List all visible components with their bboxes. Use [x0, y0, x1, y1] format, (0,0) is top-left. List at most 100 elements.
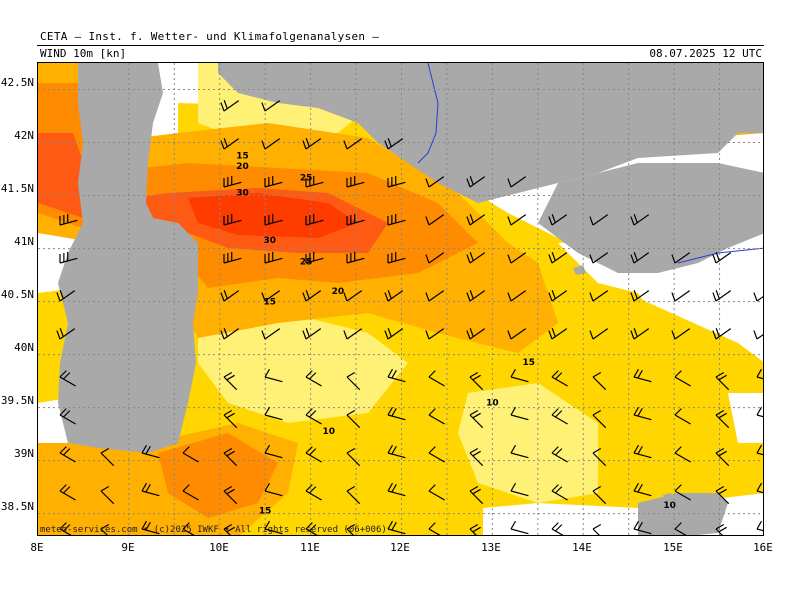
wind-barb-feather: [391, 483, 397, 493]
wind-barb-shaft: [715, 376, 730, 391]
wind-barb: [59, 370, 76, 387]
wind-barb-shaft: [223, 290, 240, 302]
wind-barb-shaft: [756, 296, 763, 302]
wind-barb-shaft: [756, 334, 763, 340]
wind-barb: [428, 408, 445, 425]
wind-barb-feather: [384, 330, 389, 340]
wind-barb-shaft: [387, 181, 406, 188]
wind-barb-feather: [592, 447, 602, 454]
wind-barb-feather: [223, 371, 233, 378]
wind-barb-feather: [551, 522, 559, 530]
contour-label-text: 15: [522, 358, 535, 368]
wind-barb-shaft: [715, 528, 723, 535]
wind-barb-shaft: [428, 528, 441, 535]
wind-barb: [305, 213, 324, 226]
wind-barb-shaft: [592, 214, 609, 226]
wind-barb: [59, 408, 76, 425]
wind-barb-shaft: [264, 528, 283, 535]
wind-barb-feather: [756, 482, 763, 492]
wind-barb-feather: [264, 520, 271, 530]
wind-barb-shaft: [469, 328, 486, 340]
lon-label-13: 13E: [481, 541, 501, 554]
wind-barb-shaft: [756, 414, 763, 418]
wind-barb-shaft: [428, 452, 445, 463]
contour-label: 10: [323, 427, 336, 437]
wind-barb-feather: [59, 290, 64, 299]
wind-barb: [302, 328, 322, 340]
contour-label-text: 10: [663, 501, 676, 511]
wind-barb: [223, 175, 242, 188]
wind-barb-shaft: [674, 328, 691, 340]
wind-barb-shaft: [592, 452, 607, 467]
wind-barb-feather: [551, 214, 556, 223]
wind-barb-shaft: [264, 181, 283, 188]
wind-barb-shaft: [346, 452, 361, 467]
lon-label-16: 16E: [753, 541, 773, 554]
wind-barb: [346, 371, 361, 391]
wind-barb-feather: [633, 368, 640, 378]
wind-barb: [264, 213, 283, 226]
wind-barb: [592, 447, 607, 467]
wind-barb-shaft: [387, 290, 404, 302]
wind-barb: [428, 446, 445, 463]
wind-barb: [387, 520, 406, 535]
wind-barb-feather: [223, 485, 233, 492]
wind-barb: [469, 485, 484, 505]
contour-label: 30: [236, 188, 249, 198]
wind-barb-shaft: [264, 490, 283, 497]
wind-barb-shaft: [715, 490, 730, 505]
wind-barb-shaft: [428, 176, 445, 188]
wind-barb: [756, 520, 763, 532]
wind-barb-feather: [387, 290, 392, 299]
wind-barb-shaft: [592, 328, 609, 340]
wind-barb-shaft: [633, 376, 652, 383]
wind-barb: [387, 482, 406, 497]
wind-barb-shaft: [715, 328, 732, 340]
wind-barb-shaft: [223, 376, 238, 391]
wind-barb-shaft: [387, 490, 406, 497]
wind-barb-feather: [226, 488, 235, 495]
wind-barb-feather: [466, 292, 471, 302]
contour-label: 30: [263, 236, 276, 246]
contour-label: 10: [486, 398, 499, 408]
wind-barb: [469, 371, 484, 391]
wind-barb: [223, 523, 235, 535]
wind-barb-shaft: [223, 528, 231, 535]
wind-barb: [756, 444, 763, 456]
wind-barb: [223, 251, 242, 264]
wind-barb-shaft: [182, 528, 195, 535]
wind-barb-shaft: [674, 376, 691, 387]
wind-barb-shaft: [305, 376, 322, 387]
land-corsica-sardinia: [58, 63, 198, 453]
land-italy-east: [538, 163, 763, 273]
wind-barb: [223, 447, 238, 467]
wind-barb: [589, 252, 609, 264]
wind-barb-feather: [712, 292, 717, 302]
wind-barb-feather: [391, 521, 397, 531]
wind-barb-feather: [551, 408, 559, 416]
wind-barb-feather: [346, 371, 356, 378]
wind-barb-shaft: [100, 490, 115, 505]
wind-barb: [220, 100, 240, 112]
wind-barb: [182, 484, 199, 501]
wind-barb-feather: [510, 406, 517, 416]
wind-barb-shaft: [510, 214, 527, 226]
wind-barb-shaft: [510, 452, 529, 459]
graticule: [38, 63, 763, 535]
wind-barb-shaft: [223, 138, 240, 150]
wind-barb-shaft: [756, 490, 763, 494]
wind-barb-feather: [555, 372, 563, 380]
wind-barb-shaft: [469, 176, 486, 188]
wind-barb-feather: [182, 446, 190, 454]
wind-barb-shaft: [305, 257, 324, 264]
lat-label-40.5: 40.5N: [0, 288, 34, 301]
wind-barb-feather: [715, 328, 720, 337]
wind-barb-shaft: [633, 414, 652, 421]
wind-barb: [551, 446, 568, 463]
wind-barb-shaft: [592, 376, 607, 391]
wind-barb-shaft: [346, 490, 361, 505]
wind-barb-feather: [305, 408, 313, 416]
wind-barb-feather: [425, 254, 430, 264]
wind-barb: [261, 138, 281, 150]
wind-barb: [589, 290, 609, 302]
